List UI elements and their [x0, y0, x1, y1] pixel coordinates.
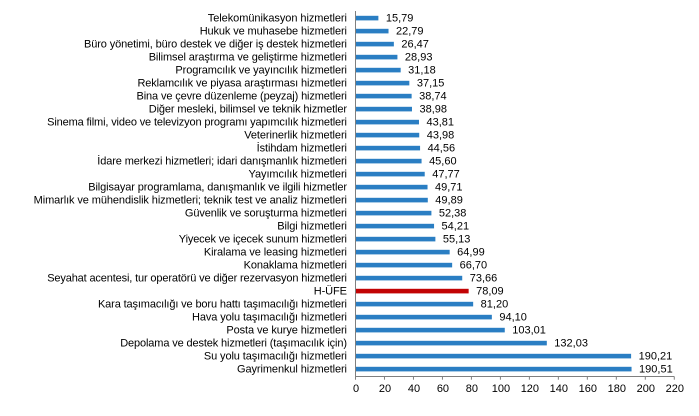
svg-text:Sinema filmi, video ve televiz: Sinema filmi, video ve televizyon progra…	[47, 117, 347, 129]
svg-text:73,66: 73,66	[470, 273, 498, 285]
svg-text:80: 80	[466, 383, 478, 395]
svg-text:44,56: 44,56	[428, 143, 456, 155]
svg-text:55,13: 55,13	[443, 234, 471, 246]
svg-text:Bina ve çevre düzenleme (peyza: Bina ve çevre düzenleme (peyzaj) hizmetl…	[137, 91, 347, 103]
svg-text:Büro yönetimi, büro destek ve: Büro yönetimi, büro destek ve diğer iş d…	[84, 39, 347, 51]
svg-text:200: 200	[637, 383, 655, 395]
svg-text:45,60: 45,60	[429, 156, 457, 168]
svg-text:47,77: 47,77	[432, 169, 460, 181]
svg-text:Depolama ve destek hizmetleri: Depolama ve destek hizmetleri (taşımacıl…	[120, 338, 347, 350]
svg-text:Hukuk ve muhasebe hizmetleri: Hukuk ve muhasebe hizmetleri	[200, 26, 347, 38]
svg-text:132,03: 132,03	[554, 338, 588, 350]
svg-text:100: 100	[492, 383, 510, 395]
svg-text:54,21: 54,21	[442, 221, 470, 233]
svg-text:220: 220	[666, 383, 684, 395]
svg-text:Posta ve kurye hizmetleri: Posta ve kurye hizmetleri	[226, 325, 347, 337]
svg-text:Veterinerlik hizmetleri: Veterinerlik hizmetleri	[244, 130, 347, 142]
svg-text:Programcılık ve yayıncılık hiz: Programcılık ve yayıncılık hizmetleri	[175, 65, 347, 77]
svg-text:190,21: 190,21	[639, 351, 673, 363]
svg-text:Diğer mesleki, bilimsel ve tek: Diğer mesleki, bilimsel ve teknik hizmet…	[149, 104, 348, 116]
svg-text:120: 120	[521, 383, 539, 395]
svg-text:Kara taşımacılığı ve boru hatt: Kara taşımacılığı ve boru hattı taşımacı…	[98, 299, 347, 311]
svg-text:37,15: 37,15	[417, 78, 445, 90]
svg-text:Telekomünikasyon hizmetleri: Telekomünikasyon hizmetleri	[208, 13, 347, 25]
svg-text:Yayımcılık hizmetleri: Yayımcılık hizmetleri	[249, 169, 347, 181]
svg-text:Yiyecek ve içecek sunum hizmet: Yiyecek ve içecek sunum hizmetleri	[179, 234, 347, 246]
svg-text:Bilgi hizmetleri: Bilgi hizmetleri	[277, 221, 347, 233]
svg-text:Gayrimenkul hizmetleri: Gayrimenkul hizmetleri	[237, 364, 347, 376]
svg-text:190,51: 190,51	[639, 364, 673, 376]
svg-text:Bilgisayar programlama, danışm: Bilgisayar programlama, danışmanlık ve i…	[88, 182, 347, 194]
svg-text:40: 40	[408, 383, 420, 395]
svg-text:52,38: 52,38	[439, 208, 467, 220]
svg-text:Konaklama hizmetleri: Konaklama hizmetleri	[244, 260, 347, 272]
svg-text:15,79: 15,79	[386, 13, 414, 25]
svg-text:28,93: 28,93	[405, 52, 433, 64]
svg-text:Su yolu taşımacılığı hizmetler: Su yolu taşımacılığı hizmetleri	[204, 351, 347, 363]
svg-text:60: 60	[437, 383, 449, 395]
svg-text:Seyahat acentesi, tur operatör: Seyahat acentesi, tur operatörü ve diğer…	[47, 273, 347, 285]
svg-text:Kiralama ve leasing hizmetleri: Kiralama ve leasing hizmetleri	[204, 247, 347, 259]
svg-text:38,74: 38,74	[419, 91, 447, 103]
svg-text:78,09: 78,09	[476, 286, 504, 298]
svg-text:64,99: 64,99	[457, 247, 485, 259]
svg-text:Mimarlık ve mühendislik hizmet: Mimarlık ve mühendislik hizmetleri; tekn…	[34, 195, 347, 207]
svg-text:20: 20	[379, 383, 391, 395]
svg-text:Hava yolu taşımacılığı hizmetl: Hava yolu taşımacılığı hizmetleri	[192, 312, 347, 324]
svg-text:103,01: 103,01	[512, 325, 546, 337]
svg-text:66,70: 66,70	[460, 260, 488, 272]
svg-text:43,81: 43,81	[426, 117, 454, 129]
svg-text:H-ÜFE: H-ÜFE	[314, 286, 347, 298]
svg-text:26,47: 26,47	[401, 39, 429, 51]
svg-text:Güvenlik ve soruşturma hizmetl: Güvenlik ve soruşturma hizmetleri	[185, 208, 347, 220]
svg-text:81,20: 81,20	[481, 299, 509, 311]
svg-text:22,79: 22,79	[396, 26, 424, 38]
svg-text:Reklamcılık ve piyasa araştırm: Reklamcılık ve piyasa araştırması hizmet…	[137, 78, 347, 90]
svg-text:31,18: 31,18	[408, 65, 436, 77]
svg-text:0: 0	[353, 383, 359, 395]
svg-text:38,98: 38,98	[419, 104, 447, 116]
svg-text:Bilimsel araştırma ve geliştir: Bilimsel araştırma ve geliştirme hizmetl…	[149, 52, 347, 64]
svg-text:160: 160	[579, 383, 597, 395]
svg-text:İstihdam hizmetleri: İstihdam hizmetleri	[257, 142, 347, 155]
svg-text:43,98: 43,98	[427, 130, 455, 142]
svg-text:180: 180	[608, 383, 626, 395]
svg-text:49,89: 49,89	[435, 195, 463, 207]
svg-text:94,10: 94,10	[499, 312, 527, 324]
svg-text:49,71: 49,71	[435, 182, 463, 194]
svg-text:İdare merkezi hizmetleri; idar: İdare merkezi hizmetleri; idari danışman…	[97, 155, 347, 168]
svg-text:140: 140	[550, 383, 568, 395]
